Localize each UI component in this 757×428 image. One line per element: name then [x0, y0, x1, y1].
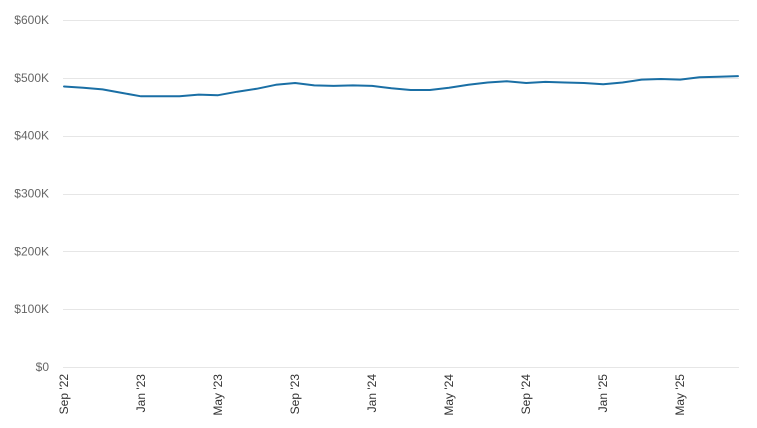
series-line-0 [63, 75, 739, 98]
y-tick-label: $600K [14, 13, 49, 27]
y-tick-label: $100K [14, 302, 49, 316]
x-tick-label: Jan '25 [596, 374, 610, 413]
y-tick-label: $400K [14, 129, 49, 143]
y-tick-label: $300K [14, 187, 49, 201]
x-axis-labels: Sep '22 Jan '23 May '23 Sep '23 Jan '24 May '… [57, 374, 687, 416]
y-axis-labels: $0 $100K $200K $300K $400K $500K $600K [14, 13, 49, 374]
series-layer [63, 75, 739, 98]
x-tick-label: May '25 [673, 374, 687, 416]
x-tick-label: Jan '23 [134, 374, 148, 413]
x-tick-label: Sep '24 [519, 374, 533, 415]
x-tick-label: Sep '22 [57, 374, 71, 415]
x-tick-label: May '24 [442, 374, 456, 416]
y-tick-label: $500K [14, 71, 49, 85]
y-tick-label: $200K [14, 244, 49, 258]
x-tick-label: Sep '23 [288, 374, 302, 415]
x-tick-label: May '23 [211, 374, 225, 416]
x-tick-label: Jan '24 [365, 374, 379, 413]
gridlines [63, 20, 739, 368]
y-tick-label: $0 [36, 360, 50, 374]
